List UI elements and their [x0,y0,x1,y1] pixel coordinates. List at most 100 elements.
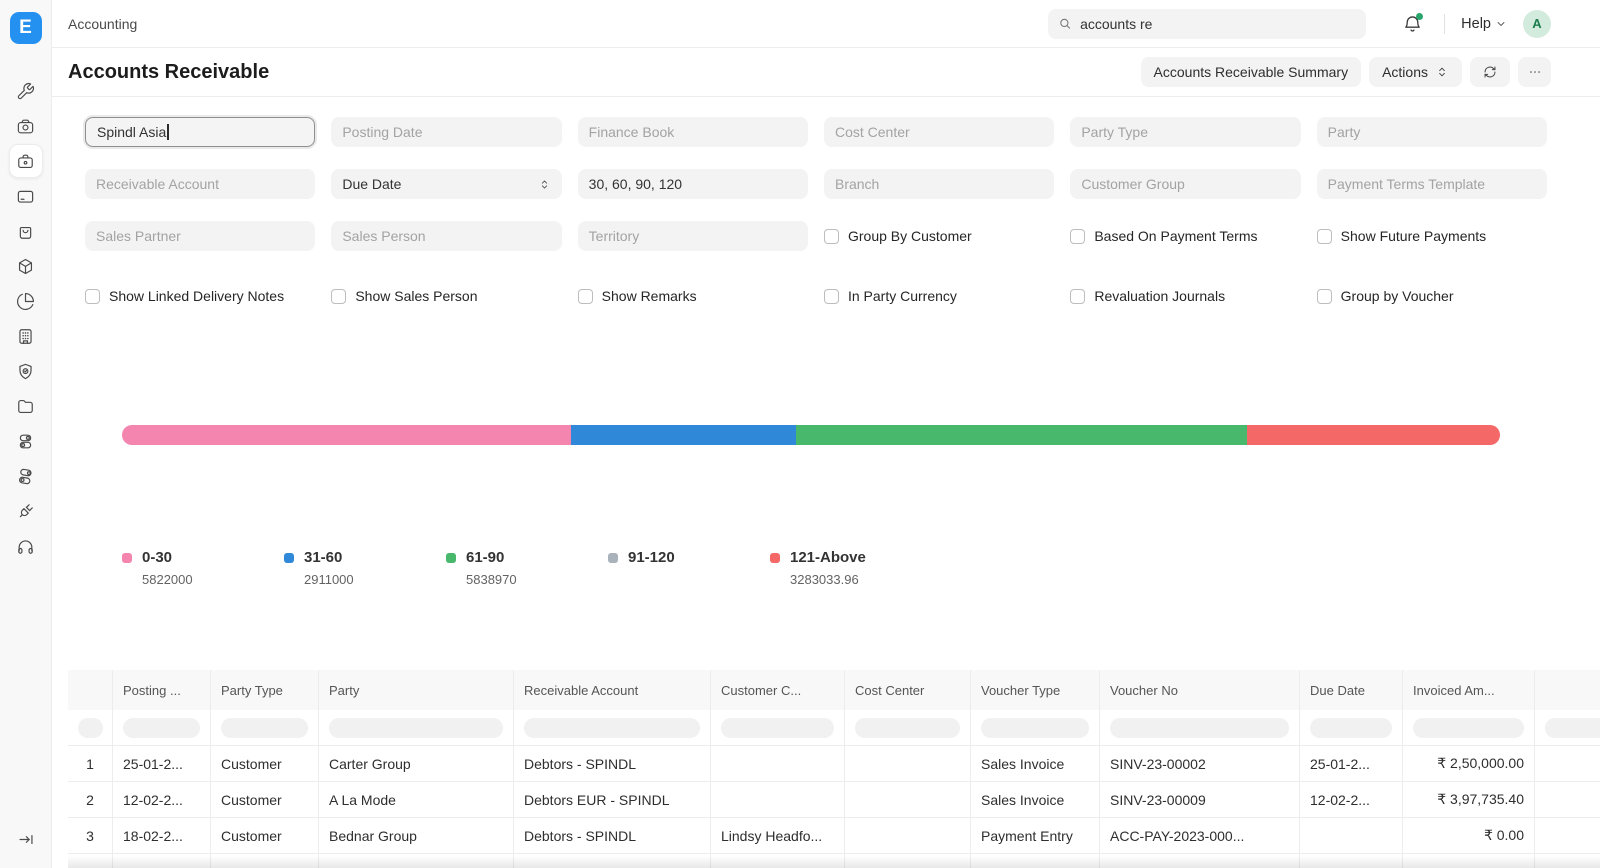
ageing-based-on-select[interactable]: Due Date [331,169,561,199]
table-cell [711,854,845,868]
cost-center-filter[interactable]: Cost Center [824,117,1054,147]
pie-chart-icon[interactable] [9,284,43,318]
building-icon[interactable] [9,319,43,353]
finance-book-filter[interactable]: Finance Book [578,117,808,147]
column-header[interactable]: Posting ... [113,670,211,710]
sidebar-icon-list [9,74,43,563]
column-header[interactable]: Customer C... [711,670,845,710]
customer-group-filter[interactable]: Customer Group [1070,169,1300,199]
summary-report-button[interactable]: Accounts Receivable Summary [1141,57,1362,87]
camera-icon[interactable] [9,109,43,143]
sales-partner-filter[interactable]: Sales Partner [85,221,315,251]
column-header[interactable] [1535,670,1600,710]
column-filter-input[interactable] [123,718,200,738]
column-header[interactable]: Party Type [211,670,319,710]
headphones-icon[interactable] [9,529,43,563]
column-filter-input[interactable] [1310,718,1392,738]
group-by-customer-checkbox[interactable]: Group By Customer [824,221,1054,251]
more-options-button[interactable] [1518,57,1551,87]
legend-item-31-60: 31-602911000 [284,549,446,587]
bar-segment-121-Above[interactable] [1247,425,1500,445]
show-sales-person-checkbox[interactable]: Show Sales Person [331,281,561,311]
column-header[interactable]: Voucher Type [971,670,1100,710]
table-cell: Bednar Group [319,818,514,853]
toggles-alt-icon[interactable] [9,459,43,493]
legend-value: 5838970 [466,572,517,587]
posting-date-filter[interactable]: Posting Date [331,117,561,147]
chevron-up-down-icon [538,178,551,191]
toggles-icon[interactable] [9,424,43,458]
column-header[interactable]: Receivable Account [514,670,711,710]
shopping-bag-icon[interactable] [9,214,43,248]
table-cell [1300,818,1403,853]
in-party-currency-checkbox[interactable]: In Party Currency [824,281,1054,311]
party-filter[interactable]: Party [1317,117,1547,147]
folder-icon[interactable] [9,389,43,423]
company-filter[interactable]: Spindl Asia [85,117,315,147]
erpnext-logo[interactable]: E [10,12,42,44]
expand-sidebar-icon[interactable] [16,830,35,854]
column-filter-input[interactable] [981,718,1089,738]
table-row[interactable]: 125-01-2...CustomerCarter GroupDebtors -… [68,746,1600,782]
column-header[interactable]: Due Date [1300,670,1403,710]
table-cell: 12-02-2... [113,782,211,817]
column-filter-input[interactable] [721,718,834,738]
shield-check-icon[interactable] [9,354,43,388]
table-cell [319,854,514,868]
based-on-payment-terms-checkbox[interactable]: Based On Payment Terms [1070,221,1300,251]
table-row[interactable]: 318-02-2...CustomerBednar GroupDebtors -… [68,818,1600,854]
show-future-payments-checkbox[interactable]: Show Future Payments [1317,221,1547,251]
table-cell [845,818,971,853]
payment-terms-template-filter[interactable]: Payment Terms Template [1317,169,1547,199]
column-filter-input[interactable] [1413,718,1524,738]
plug-icon[interactable] [9,494,43,528]
territory-filter[interactable]: Territory [578,221,808,251]
table-cell: A La Mode [319,782,514,817]
checkbox-icon [824,229,839,244]
table-cell: 1 [68,746,113,781]
package-icon[interactable] [9,249,43,283]
show-remarks-checkbox[interactable]: Show Remarks [578,281,808,311]
revaluation-journals-checkbox[interactable]: Revaluation Journals [1070,281,1300,311]
column-filter-input[interactable] [78,718,103,738]
column-filter-input[interactable] [524,718,700,738]
actions-button[interactable]: Actions [1369,57,1462,87]
column-filter-input[interactable] [221,718,308,738]
breadcrumb[interactable]: Accounting [68,16,137,32]
column-header[interactable]: Cost Center [845,670,971,710]
column-filter-input[interactable] [329,718,503,738]
table-cell: 18-02-2... [113,818,211,853]
ageing-range-filter[interactable]: 30, 60, 90, 120 [578,169,808,199]
bar-segment-31-60[interactable] [571,425,796,445]
column-filter-cell [68,710,113,745]
column-header[interactable]: Voucher No [1100,670,1300,710]
table-cell: 3 [68,818,113,853]
avatar[interactable]: A [1523,10,1551,38]
help-menu[interactable]: Help [1461,16,1507,32]
column-filter-input[interactable] [1545,718,1600,738]
bar-segment-0-30[interactable] [122,425,571,445]
card-icon[interactable] [9,179,43,213]
branch-filter[interactable]: Branch [824,169,1054,199]
column-filter-input[interactable] [1110,718,1289,738]
search-input[interactable] [1080,16,1356,32]
receivable-account-filter[interactable]: Receivable Account [85,169,315,199]
toolbox-icon[interactable] [9,144,43,178]
legend-label: 91-120 [628,549,675,566]
legend-label: 0-30 [142,549,172,566]
bar-segment-61-90[interactable] [796,425,1247,445]
column-header[interactable]: Party [319,670,514,710]
sales-person-filter[interactable]: Sales Person [331,221,561,251]
refresh-button[interactable] [1470,57,1510,87]
tools-icon[interactable] [9,74,43,108]
global-search[interactable] [1048,9,1366,39]
column-header[interactable] [68,670,113,710]
show-linked-delivery-notes-checkbox[interactable]: Show Linked Delivery Notes [85,281,315,311]
column-header[interactable]: Invoiced Am... [1403,670,1535,710]
party-type-filter[interactable]: Party Type [1070,117,1300,147]
table-row[interactable]: 212-02-2...CustomerA La ModeDebtors EUR … [68,782,1600,818]
group-by-voucher-checkbox[interactable]: Group by Voucher [1317,281,1547,311]
chevron-up-down-icon [1435,65,1449,79]
column-filter-input[interactable] [855,718,960,738]
notifications-button[interactable] [1402,13,1424,35]
